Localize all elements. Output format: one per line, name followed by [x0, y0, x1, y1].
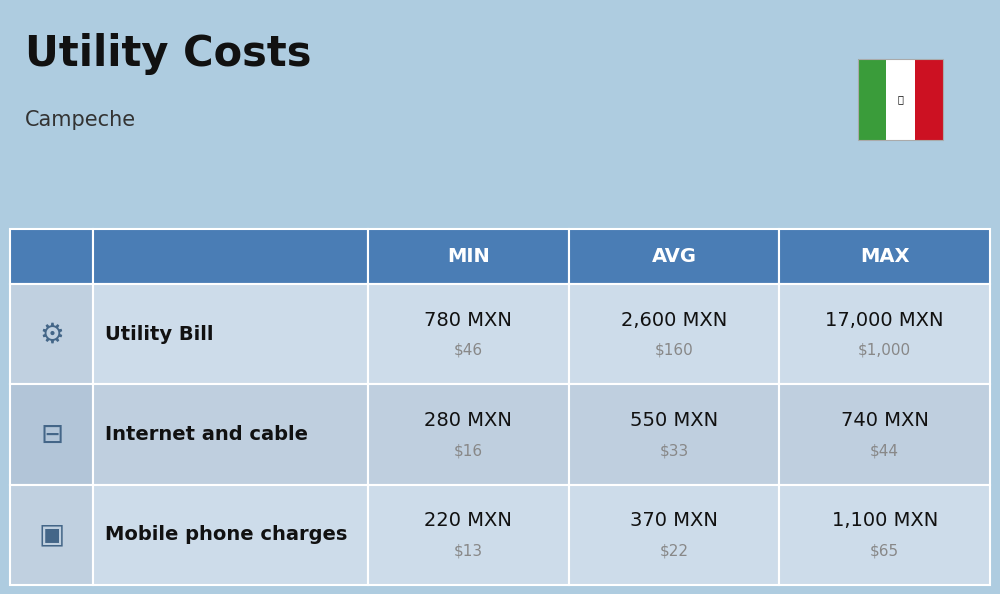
Text: $65: $65 — [870, 544, 899, 558]
Bar — [569, 229, 779, 284]
Bar — [368, 229, 569, 284]
Text: 1,100 MXN: 1,100 MXN — [832, 511, 938, 530]
Bar — [10, 229, 93, 284]
Bar — [368, 284, 569, 384]
Bar — [10, 485, 93, 585]
Text: 780 MXN: 780 MXN — [424, 311, 512, 330]
Text: 220 MXN: 220 MXN — [424, 511, 512, 530]
Bar — [368, 485, 569, 585]
Text: 🦅: 🦅 — [898, 94, 903, 105]
Text: $22: $22 — [659, 544, 688, 558]
Bar — [368, 384, 569, 485]
Bar — [779, 384, 990, 485]
Bar — [10, 284, 93, 384]
Bar — [858, 59, 943, 140]
Text: AVG: AVG — [651, 247, 696, 266]
Text: ⚙: ⚙ — [39, 320, 64, 348]
Text: 370 MXN: 370 MXN — [630, 511, 718, 530]
Bar — [569, 384, 779, 485]
Text: $44: $44 — [870, 443, 899, 458]
Text: MAX: MAX — [860, 247, 909, 266]
Bar — [886, 59, 915, 140]
Bar — [569, 485, 779, 585]
Text: ⊟: ⊟ — [40, 421, 63, 448]
Text: Utility Costs: Utility Costs — [25, 33, 312, 75]
Text: Mobile phone charges: Mobile phone charges — [105, 526, 347, 544]
Bar — [858, 59, 886, 140]
Bar — [779, 229, 990, 284]
Text: 17,000 MXN: 17,000 MXN — [825, 311, 944, 330]
Text: 550 MXN: 550 MXN — [630, 411, 718, 430]
Text: 740 MXN: 740 MXN — [841, 411, 929, 430]
Bar — [10, 384, 93, 485]
Text: 280 MXN: 280 MXN — [424, 411, 512, 430]
Text: Utility Bill: Utility Bill — [105, 325, 214, 343]
Bar — [915, 59, 943, 140]
Bar — [779, 485, 990, 585]
Bar — [93, 485, 368, 585]
Text: $33: $33 — [659, 443, 689, 458]
Text: Internet and cable: Internet and cable — [105, 425, 308, 444]
Text: $16: $16 — [454, 443, 483, 458]
Text: MIN: MIN — [447, 247, 490, 266]
Text: $46: $46 — [454, 343, 483, 358]
Bar — [779, 284, 990, 384]
Bar — [93, 284, 368, 384]
Bar — [569, 284, 779, 384]
Text: $13: $13 — [454, 544, 483, 558]
Text: Campeche: Campeche — [25, 110, 136, 130]
Text: 2,600 MXN: 2,600 MXN — [621, 311, 727, 330]
Bar — [93, 229, 368, 284]
Text: ▣: ▣ — [39, 521, 65, 549]
Text: $1,000: $1,000 — [858, 343, 911, 358]
Bar — [93, 384, 368, 485]
Text: $160: $160 — [655, 343, 693, 358]
